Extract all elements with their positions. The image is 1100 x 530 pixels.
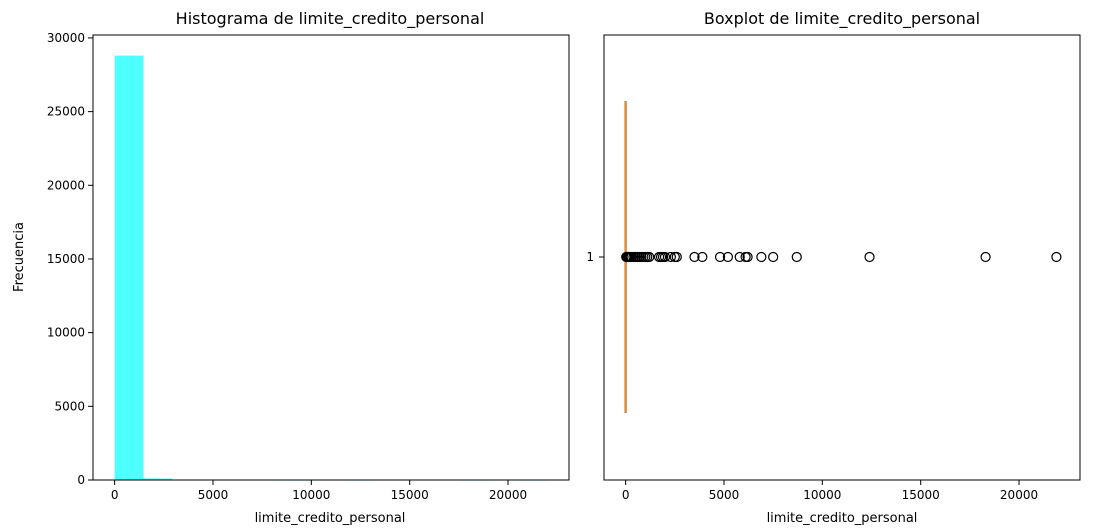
boxplot-outlier-24	[697, 251, 708, 263]
boxplot-x-tick-label-1: 5000	[709, 488, 740, 502]
histogram-x-tick-label-4: 20000	[489, 488, 527, 502]
boxplot-outlier-30	[756, 251, 767, 263]
histogram-y-tick-label-5: 25000	[47, 105, 85, 119]
histogram-y-tick-label-6: 30000	[47, 31, 85, 45]
boxplot-outlier-35	[1051, 251, 1062, 263]
boxplot-x-tick-label-0: 0	[622, 488, 630, 502]
histogram-bars	[114, 55, 548, 481]
boxplot-title: Boxplot de limite_credito_personal	[704, 9, 980, 29]
histogram-x-label: limite_credito_personal	[255, 511, 406, 526]
boxplot-outlier-33	[864, 251, 875, 263]
boxplot-x-label: limite_credito_personal	[767, 511, 918, 526]
boxplot-x-tick-label-2: 10000	[803, 488, 841, 502]
boxplot-outlier-15	[644, 251, 655, 263]
histogram-y-tick-label-0: 0	[77, 473, 85, 487]
histogram-x-ticks: 0 5000 10000 15000 20000	[111, 480, 527, 502]
boxplot-panel: Boxplot de limite_credito_personal 0 5000…	[586, 9, 1081, 526]
boxplot-outlier-31	[768, 251, 779, 263]
histogram-y-tick-label-2: 10000	[47, 326, 85, 340]
histogram-bar-0	[114, 55, 144, 480]
histogram-x-tick-label-1: 5000	[198, 488, 229, 502]
histogram-x-tick-label-3: 15000	[391, 488, 429, 502]
boxplot-outlier-19	[659, 251, 671, 263]
boxplot-x-ticks: 0 5000 10000 15000 20000	[622, 480, 1038, 502]
boxplot-outlier-25	[714, 251, 726, 263]
boxplot-outlier-20	[665, 251, 676, 263]
boxplot-outlier-28	[740, 251, 751, 263]
boxplot-outlier-26	[722, 251, 734, 263]
boxplot-outlier-29	[742, 251, 753, 263]
boxplot-y-tick-label-0: 1	[586, 250, 594, 264]
histogram-bar-1	[143, 478, 173, 480]
boxplot-outlier-27	[734, 251, 745, 263]
histogram-title: Histograma de limite_credito_personal	[176, 9, 485, 29]
histogram-panel: Histograma de limite_credito_personal 0 5…	[12, 9, 570, 526]
boxplot-outlier-23	[689, 251, 700, 263]
histogram-y-tick-label-3: 15000	[47, 252, 85, 266]
histogram-x-tick-label-0: 0	[111, 488, 119, 502]
histogram-x-tick-label-2: 10000	[292, 488, 330, 502]
histogram-y-ticks: 0 5000 10000 15000 20000 25000 30000	[47, 31, 93, 487]
histogram-y-label: Frecuencia	[12, 222, 27, 292]
histogram-frame	[92, 34, 570, 481]
boxplot-x-tick-label-3: 15000	[902, 488, 940, 502]
boxplot-outlier-22	[671, 251, 682, 263]
boxplot-y-ticks: 1	[586, 250, 604, 264]
histogram-y-tick-label-1: 5000	[54, 399, 85, 413]
boxplot-outlier-34	[980, 251, 991, 263]
boxplot-outlier-32	[791, 251, 802, 263]
boxplot-x-tick-label-4: 20000	[1000, 488, 1038, 502]
histogram-y-tick-label-4: 20000	[47, 178, 85, 192]
boxplot-marks	[621, 101, 1062, 413]
